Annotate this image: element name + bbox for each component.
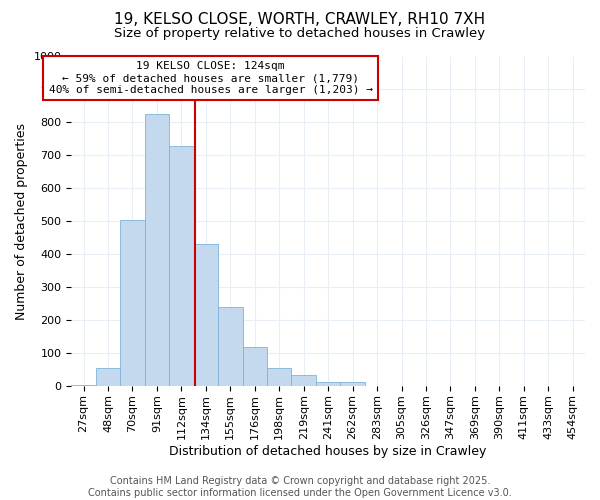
Bar [120,220,145,386]
Bar [96,368,120,386]
Bar [292,375,316,386]
Bar [267,368,292,386]
Bar [169,146,194,386]
Bar [316,382,340,386]
Text: 19 KELSO CLOSE: 124sqm
← 59% of detached houses are smaller (1,779)
40% of semi-: 19 KELSO CLOSE: 124sqm ← 59% of detached… [49,62,373,94]
X-axis label: Distribution of detached houses by size in Crawley: Distribution of detached houses by size … [169,444,487,458]
Bar [71,384,96,386]
Bar [145,114,169,386]
Bar [340,382,365,386]
Bar [194,244,218,386]
Bar [242,346,267,387]
Bar [218,307,242,386]
Y-axis label: Number of detached properties: Number of detached properties [15,123,28,320]
Text: Size of property relative to detached houses in Crawley: Size of property relative to detached ho… [115,28,485,40]
Text: Contains HM Land Registry data © Crown copyright and database right 2025.
Contai: Contains HM Land Registry data © Crown c… [88,476,512,498]
Text: 19, KELSO CLOSE, WORTH, CRAWLEY, RH10 7XH: 19, KELSO CLOSE, WORTH, CRAWLEY, RH10 7X… [115,12,485,28]
